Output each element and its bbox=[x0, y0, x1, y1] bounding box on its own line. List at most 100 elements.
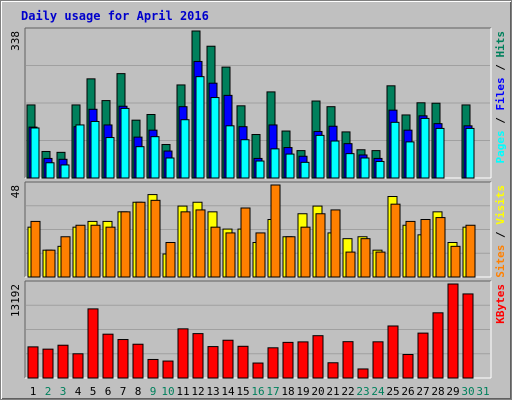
pages-bar bbox=[315, 134, 325, 179]
sites-bar bbox=[390, 203, 401, 278]
day-label: 16 bbox=[251, 385, 264, 398]
pages-bar bbox=[285, 153, 295, 179]
pages-bar bbox=[300, 161, 310, 179]
kbytes-bar bbox=[222, 339, 234, 379]
day-label: 27 bbox=[416, 385, 429, 398]
day-label: 15 bbox=[236, 385, 249, 398]
kbytes-bar bbox=[117, 339, 129, 379]
pages-bar bbox=[330, 140, 340, 179]
day-label: 6 bbox=[105, 385, 112, 398]
sites-bar bbox=[30, 220, 41, 278]
sites-bar bbox=[45, 249, 56, 278]
y-max-label: 13192 bbox=[9, 284, 22, 317]
day-label: 2 bbox=[45, 385, 52, 398]
kbytes-bar bbox=[147, 358, 159, 379]
pages-bar bbox=[105, 137, 115, 179]
sites-bar bbox=[240, 207, 251, 278]
day-label: 8 bbox=[135, 385, 142, 398]
day-label: 29 bbox=[446, 385, 459, 398]
sites-bar bbox=[420, 219, 431, 278]
day-label: 21 bbox=[326, 385, 339, 398]
pages-bar bbox=[270, 148, 280, 179]
sites-bar bbox=[405, 220, 416, 278]
sites-bar bbox=[375, 251, 386, 278]
legend-separator: / bbox=[494, 225, 507, 245]
pages-bar bbox=[210, 97, 220, 179]
sites-bar bbox=[255, 232, 266, 278]
legend-entry-visits: Visits bbox=[494, 185, 507, 225]
kbytes-bar bbox=[297, 341, 309, 379]
day-label: 28 bbox=[431, 385, 444, 398]
pages-bar bbox=[30, 127, 40, 179]
kbytes-bar bbox=[282, 341, 294, 379]
day-label: 4 bbox=[75, 385, 82, 398]
day-label: 11 bbox=[176, 385, 189, 398]
sites-bar bbox=[270, 184, 281, 278]
legend-entry-files: Files bbox=[494, 77, 507, 110]
kbytes-bar bbox=[372, 341, 384, 379]
pages-bar bbox=[255, 160, 265, 179]
sites-bar bbox=[105, 226, 116, 278]
sites-bar bbox=[90, 224, 101, 278]
day-label: 20 bbox=[311, 385, 324, 398]
day-label: 31 bbox=[476, 385, 489, 398]
day-label: 19 bbox=[296, 385, 309, 398]
kbytes-bar bbox=[342, 341, 354, 379]
pages-bar bbox=[420, 117, 430, 179]
day-label: 17 bbox=[266, 385, 279, 398]
y-max-label: 48 bbox=[9, 185, 22, 198]
kbytes-bar bbox=[357, 368, 369, 379]
pages-bar bbox=[180, 119, 190, 179]
sites-bar bbox=[75, 224, 86, 278]
pages-bar bbox=[405, 141, 415, 179]
legend-entry-hits: Hits bbox=[494, 31, 507, 58]
sites-bar bbox=[195, 209, 206, 278]
day-label: 23 bbox=[356, 385, 369, 398]
kbytes-bar bbox=[417, 332, 429, 379]
day-label: 10 bbox=[161, 385, 174, 398]
sites-bar bbox=[225, 232, 236, 278]
sites-bar bbox=[435, 217, 446, 278]
legend-entry-pages: Pages bbox=[494, 130, 507, 163]
sites-bar bbox=[465, 224, 476, 278]
day-label: 18 bbox=[281, 385, 294, 398]
kbytes-bar bbox=[57, 344, 69, 379]
pages-bar bbox=[390, 121, 400, 179]
pages-bar bbox=[135, 146, 145, 179]
sites-bar bbox=[300, 226, 311, 278]
sites-bar bbox=[60, 236, 71, 278]
pages-bar bbox=[75, 124, 85, 179]
sites-bar bbox=[165, 242, 176, 278]
kbytes-bar bbox=[27, 346, 39, 379]
sites-bar bbox=[285, 236, 296, 278]
kbytes-bar bbox=[87, 308, 99, 379]
pages-bar bbox=[60, 164, 70, 179]
kbytes-bar bbox=[102, 333, 114, 379]
pages-bar bbox=[225, 125, 235, 179]
kbytes-bar bbox=[432, 312, 444, 379]
kbytes-bar bbox=[237, 345, 249, 379]
sites-bar bbox=[315, 213, 326, 278]
legend-separator: / bbox=[494, 58, 507, 78]
kbytes-bar bbox=[132, 343, 144, 379]
kbytes-bar bbox=[42, 348, 54, 379]
sites-bar bbox=[180, 211, 191, 278]
day-label: 14 bbox=[221, 385, 235, 398]
sites-bar bbox=[135, 201, 146, 278]
legend-visits-sites: Sites / Visits bbox=[494, 185, 507, 278]
pages-bar bbox=[150, 136, 160, 179]
day-label: 25 bbox=[386, 385, 399, 398]
sites-bar bbox=[360, 238, 371, 278]
kbytes-bar bbox=[327, 362, 339, 379]
kbytes-bar bbox=[207, 346, 219, 379]
kbytes-bar bbox=[177, 328, 189, 379]
sites-bar bbox=[150, 199, 161, 278]
sites-bar bbox=[210, 226, 221, 278]
day-label: 1 bbox=[30, 385, 37, 398]
kbytes-bar bbox=[462, 293, 474, 379]
kbytes-bar bbox=[447, 283, 459, 379]
sites-bar bbox=[330, 209, 341, 278]
kbytes-bar bbox=[387, 325, 399, 379]
day-label: 9 bbox=[150, 385, 157, 398]
